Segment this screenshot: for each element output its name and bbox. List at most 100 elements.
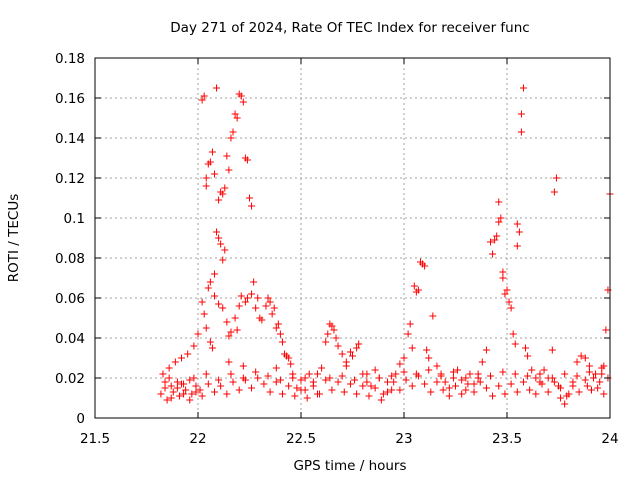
- data-point-marker: [476, 378, 484, 386]
- data-point-marker: [227, 134, 235, 142]
- data-point-marker: [388, 386, 396, 394]
- data-point-marker: [367, 382, 375, 390]
- data-point-marker: [590, 374, 598, 382]
- data-point-marker: [349, 352, 356, 360]
- data-point-marker: [198, 392, 206, 400]
- data-point-marker: [573, 358, 581, 366]
- data-point-marker: [454, 366, 462, 374]
- data-point-marker: [239, 362, 247, 370]
- data-point-marker: [499, 274, 507, 282]
- data-point-marker: [175, 392, 183, 400]
- data-point-marker: [575, 388, 583, 396]
- data-point-marker: [421, 262, 429, 270]
- x-tick-label: 22.5: [286, 431, 316, 447]
- data-point-marker: [569, 382, 577, 390]
- data-point-marker: [210, 388, 218, 396]
- data-point-marker: [511, 340, 519, 348]
- y-tick-label: 0.16: [55, 91, 85, 107]
- data-point-marker: [184, 350, 192, 358]
- data-point-marker: [365, 392, 373, 400]
- data-point-marker: [213, 228, 221, 236]
- data-point-marker: [210, 270, 218, 278]
- data-point-marker: [583, 382, 591, 390]
- data-point-marker: [346, 348, 354, 356]
- data-point-marker: [452, 382, 459, 390]
- data-point-marker: [204, 380, 212, 388]
- data-point-marker: [449, 368, 457, 376]
- data-point-marker: [377, 396, 385, 404]
- data-point-marker: [540, 366, 548, 374]
- data-point-marker: [165, 364, 173, 372]
- data-point-marker: [264, 294, 272, 302]
- data-point-marker: [322, 338, 330, 346]
- data-point-marker: [600, 362, 608, 370]
- data-point-marker: [499, 268, 507, 276]
- data-point-marker: [491, 236, 499, 244]
- data-point-marker: [287, 360, 295, 368]
- data-point-marker: [221, 184, 229, 192]
- data-point-marker: [585, 362, 593, 370]
- data-point-marker: [536, 370, 544, 378]
- data-point-marker: [258, 316, 266, 324]
- data-point-marker: [340, 388, 348, 396]
- data-point-marker: [219, 256, 227, 264]
- data-point-marker: [229, 378, 237, 386]
- data-point-marker: [581, 354, 589, 362]
- data-point-marker: [458, 390, 466, 398]
- data-point-marker: [499, 368, 507, 376]
- data-point-marker: [577, 352, 585, 360]
- y-tick-label: 0: [76, 411, 85, 427]
- data-point-marker: [206, 158, 214, 166]
- data-point-marker: [495, 218, 503, 226]
- data-point-marker: [266, 388, 274, 396]
- data-point-marker: [260, 380, 268, 388]
- data-point-marker: [519, 378, 527, 386]
- data-point-marker: [441, 378, 449, 386]
- data-point-marker: [196, 386, 204, 394]
- data-point-marker: [169, 388, 177, 396]
- data-point-marker: [219, 190, 227, 198]
- y-tick-label: 0.06: [55, 291, 85, 307]
- data-point-marker: [445, 384, 453, 392]
- data-point-marker: [449, 374, 457, 382]
- data-point-marker: [550, 188, 558, 196]
- data-point-marker: [524, 352, 532, 360]
- data-point-marker: [318, 364, 326, 372]
- data-point-marker: [235, 386, 243, 394]
- data-point-marker: [363, 370, 371, 378]
- data-point-marker: [173, 384, 181, 392]
- data-point-marker: [215, 234, 223, 242]
- data-point-marker: [532, 390, 540, 398]
- data-point-marker: [363, 378, 371, 386]
- data-point-marker: [198, 96, 206, 104]
- data-point-marker: [384, 388, 392, 396]
- data-point-marker: [194, 330, 202, 338]
- data-point-marker: [313, 370, 321, 378]
- data-point-marker: [289, 370, 297, 378]
- data-point-marker: [375, 374, 383, 382]
- data-point-marker: [526, 386, 534, 394]
- data-point-marker: [252, 304, 260, 312]
- data-point-marker: [178, 354, 186, 362]
- data-point-marker: [557, 394, 565, 402]
- data-point-marker: [487, 238, 495, 246]
- data-point-marker: [252, 368, 260, 376]
- x-tick-label: 21.5: [80, 431, 110, 447]
- data-point-marker: [223, 318, 231, 326]
- data-point-marker: [237, 92, 245, 100]
- y-tick-label: 0.14: [55, 131, 85, 147]
- data-point-marker: [379, 390, 387, 398]
- data-point-marker: [550, 378, 558, 386]
- data-point-marker: [186, 396, 194, 404]
- data-point-marker: [392, 370, 400, 378]
- data-point-marker: [517, 110, 525, 118]
- data-point-marker: [538, 380, 546, 388]
- data-point-marker: [427, 388, 435, 396]
- data-point-marker: [466, 370, 474, 378]
- data-point-marker: [217, 382, 225, 390]
- data-point-marker: [225, 166, 233, 174]
- data-point-marker: [186, 376, 194, 384]
- gridlines: [95, 58, 610, 418]
- data-point-marker: [406, 320, 414, 328]
